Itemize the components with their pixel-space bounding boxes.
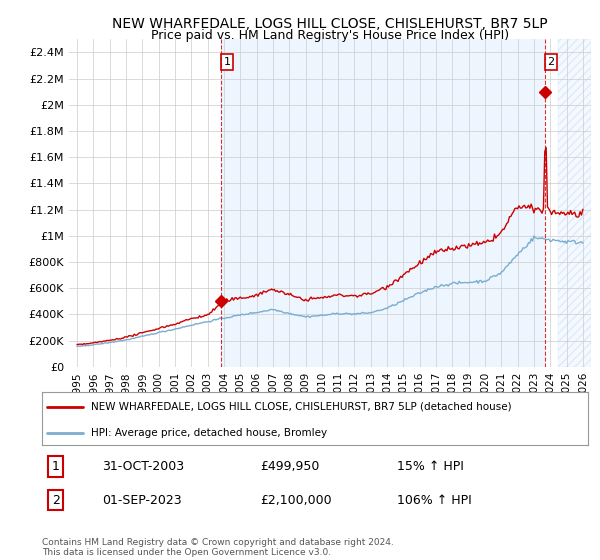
Text: 15% ↑ HPI: 15% ↑ HPI (397, 460, 464, 473)
Text: 106% ↑ HPI: 106% ↑ HPI (397, 493, 472, 507)
Text: 1: 1 (224, 57, 230, 67)
Text: NEW WHARFEDALE, LOGS HILL CLOSE, CHISLEHURST, BR7 5LP (detached house): NEW WHARFEDALE, LOGS HILL CLOSE, CHISLEH… (91, 402, 512, 412)
Text: £499,950: £499,950 (260, 460, 320, 473)
Text: 2: 2 (547, 57, 554, 67)
Text: 01-SEP-2023: 01-SEP-2023 (102, 493, 182, 507)
Text: Contains HM Land Registry data © Crown copyright and database right 2024.
This d: Contains HM Land Registry data © Crown c… (42, 538, 394, 557)
Text: 1: 1 (52, 460, 59, 473)
Bar (221, 39, 545, 367)
Text: 31-OCT-2003: 31-OCT-2003 (102, 460, 184, 473)
Text: £2,100,000: £2,100,000 (260, 493, 332, 507)
Text: 2: 2 (52, 493, 59, 507)
Bar (559, 39, 591, 367)
Text: Price paid vs. HM Land Registry's House Price Index (HPI): Price paid vs. HM Land Registry's House … (151, 29, 509, 42)
Text: NEW WHARFEDALE, LOGS HILL CLOSE, CHISLEHURST, BR7 5LP: NEW WHARFEDALE, LOGS HILL CLOSE, CHISLEH… (112, 17, 548, 31)
Text: HPI: Average price, detached house, Bromley: HPI: Average price, detached house, Brom… (91, 428, 327, 438)
